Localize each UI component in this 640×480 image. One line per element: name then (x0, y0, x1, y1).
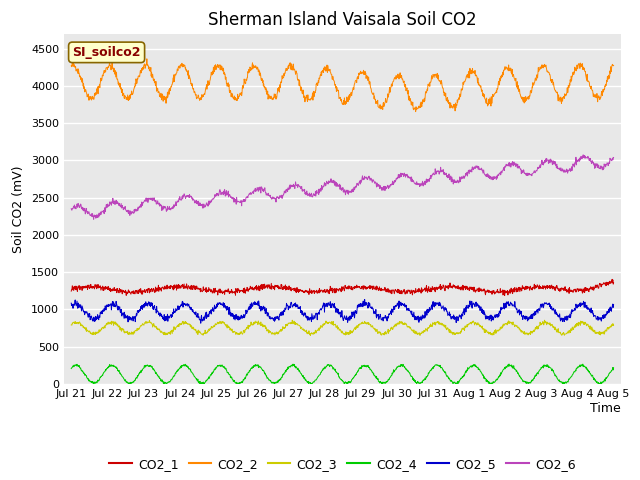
Title: Sherman Island Vaisala Soil CO2: Sherman Island Vaisala Soil CO2 (208, 11, 477, 29)
Legend: CO2_1, CO2_2, CO2_3, CO2_4, CO2_5, CO2_6: CO2_1, CO2_2, CO2_3, CO2_4, CO2_5, CO2_6 (104, 453, 580, 476)
Y-axis label: Soil CO2 (mV): Soil CO2 (mV) (12, 165, 26, 252)
Text: SI_soilco2: SI_soilco2 (72, 46, 141, 59)
X-axis label: Time: Time (590, 402, 621, 415)
